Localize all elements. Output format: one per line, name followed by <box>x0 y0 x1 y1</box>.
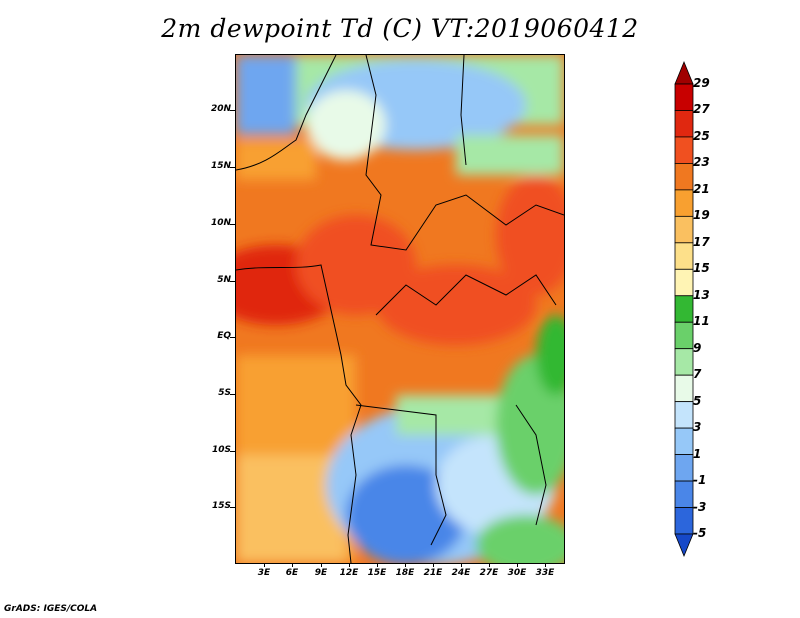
colorbar-segment <box>674 110 694 138</box>
colorbar-segment <box>674 295 694 323</box>
colorbar-segment <box>674 401 694 429</box>
colorbar-segment <box>674 321 694 350</box>
colorbar-tick-label: -1 <box>693 473 707 488</box>
colorbar-tick-label: 3 <box>693 420 702 435</box>
dewpoint-field-map <box>236 55 564 563</box>
lat-tick-mark <box>230 224 235 225</box>
lon-tick-mark <box>264 563 265 567</box>
colorbar-tick-label: 27 <box>693 102 710 117</box>
lat-tick-label: 15S <box>211 501 231 511</box>
lat-tick-label: 10N <box>210 218 231 228</box>
lat-tick-mark <box>230 451 235 452</box>
colorbar <box>674 60 694 558</box>
colorbar-tick-label: -5 <box>693 526 707 540</box>
colorbar-segment <box>674 507 694 535</box>
lon-tick-label: 27E <box>479 568 499 578</box>
lat-tick-label: EQ <box>217 331 231 341</box>
lon-tick-label: 24E <box>451 568 471 578</box>
colorbar-tick-label: 1 <box>693 446 702 461</box>
colorbar-segment <box>674 348 694 376</box>
lon-tick-label: 18E <box>395 568 415 578</box>
lon-tick-mark <box>405 563 406 567</box>
lon-tick-mark <box>517 563 518 567</box>
lat-tick-label: 5S <box>218 388 231 398</box>
colorbar-segment <box>674 163 694 191</box>
colorbar-tick-label: 25 <box>693 128 710 143</box>
lon-tick-mark <box>433 563 434 567</box>
colorbar-segment <box>674 480 694 508</box>
lon-tick-mark <box>377 563 378 567</box>
map-plot-area <box>235 54 565 564</box>
lon-tick-label: 3E <box>257 568 271 578</box>
colorbar-segment <box>674 454 694 482</box>
colorbar-top-arrow <box>674 60 694 85</box>
lon-tick-mark <box>292 563 293 567</box>
lon-tick-label: 21E <box>423 568 443 578</box>
lon-tick-label: 6E <box>285 568 299 578</box>
grads-credit: GrADS: IGES/COLA <box>4 604 98 614</box>
colorbar-tick-label: 13 <box>693 287 710 302</box>
colorbar-segment <box>674 83 694 111</box>
colorbar-tick-label: 21 <box>693 181 710 196</box>
lat-tick-label: 5N <box>217 275 231 285</box>
lon-tick-label: 12E <box>339 568 359 578</box>
colorbar-tick-label: -3 <box>693 499 707 514</box>
colorbar-tick-label: 5 <box>693 393 702 408</box>
colorbar-tick-label: 11 <box>693 314 710 329</box>
lat-tick-label: 20N <box>210 104 231 114</box>
lon-tick-mark <box>349 563 350 567</box>
lat-tick-mark <box>230 337 235 338</box>
lat-tick-mark <box>230 167 235 168</box>
lon-tick-label: 15E <box>367 568 387 578</box>
lat-tick-mark <box>230 507 235 508</box>
country-borders <box>236 55 564 563</box>
colorbar-segment <box>674 242 694 270</box>
colorbar-segment <box>674 215 694 244</box>
lon-tick-mark <box>489 563 490 567</box>
colorbar-tick-label: 19 <box>693 208 710 223</box>
colorbar-segment <box>674 136 694 164</box>
lat-tick-mark <box>230 110 235 111</box>
colorbar-bottom-arrow <box>674 533 694 558</box>
map-title: 2m dewpoint Td (C) VT:2019060412 <box>161 14 639 43</box>
lat-tick-mark <box>230 281 235 282</box>
lon-tick-label: 9E <box>314 568 328 578</box>
colorbar-tick-label: 15 <box>693 261 710 276</box>
colorbar-tick-label: 7 <box>693 367 702 382</box>
lat-tick-label: 10S <box>211 445 231 455</box>
colorbar-tick-label: 23 <box>693 155 710 170</box>
colorbar-tick-label: 17 <box>693 234 710 249</box>
lon-tick-mark <box>321 563 322 567</box>
lon-tick-label: 30E <box>507 568 527 578</box>
lat-tick-label: 15N <box>210 161 231 171</box>
lat-tick-mark <box>230 394 235 395</box>
colorbar-segment <box>674 374 694 403</box>
colorbar-segment <box>674 189 694 217</box>
lon-tick-mark <box>461 563 462 567</box>
colorbar-segment <box>674 268 694 297</box>
lon-tick-mark <box>545 563 546 567</box>
colorbar-segment <box>674 427 694 455</box>
lon-tick-label: 33E <box>535 568 555 578</box>
colorbar-tick-label: 9 <box>693 340 702 355</box>
colorbar-tick-label: 29 <box>693 76 710 90</box>
